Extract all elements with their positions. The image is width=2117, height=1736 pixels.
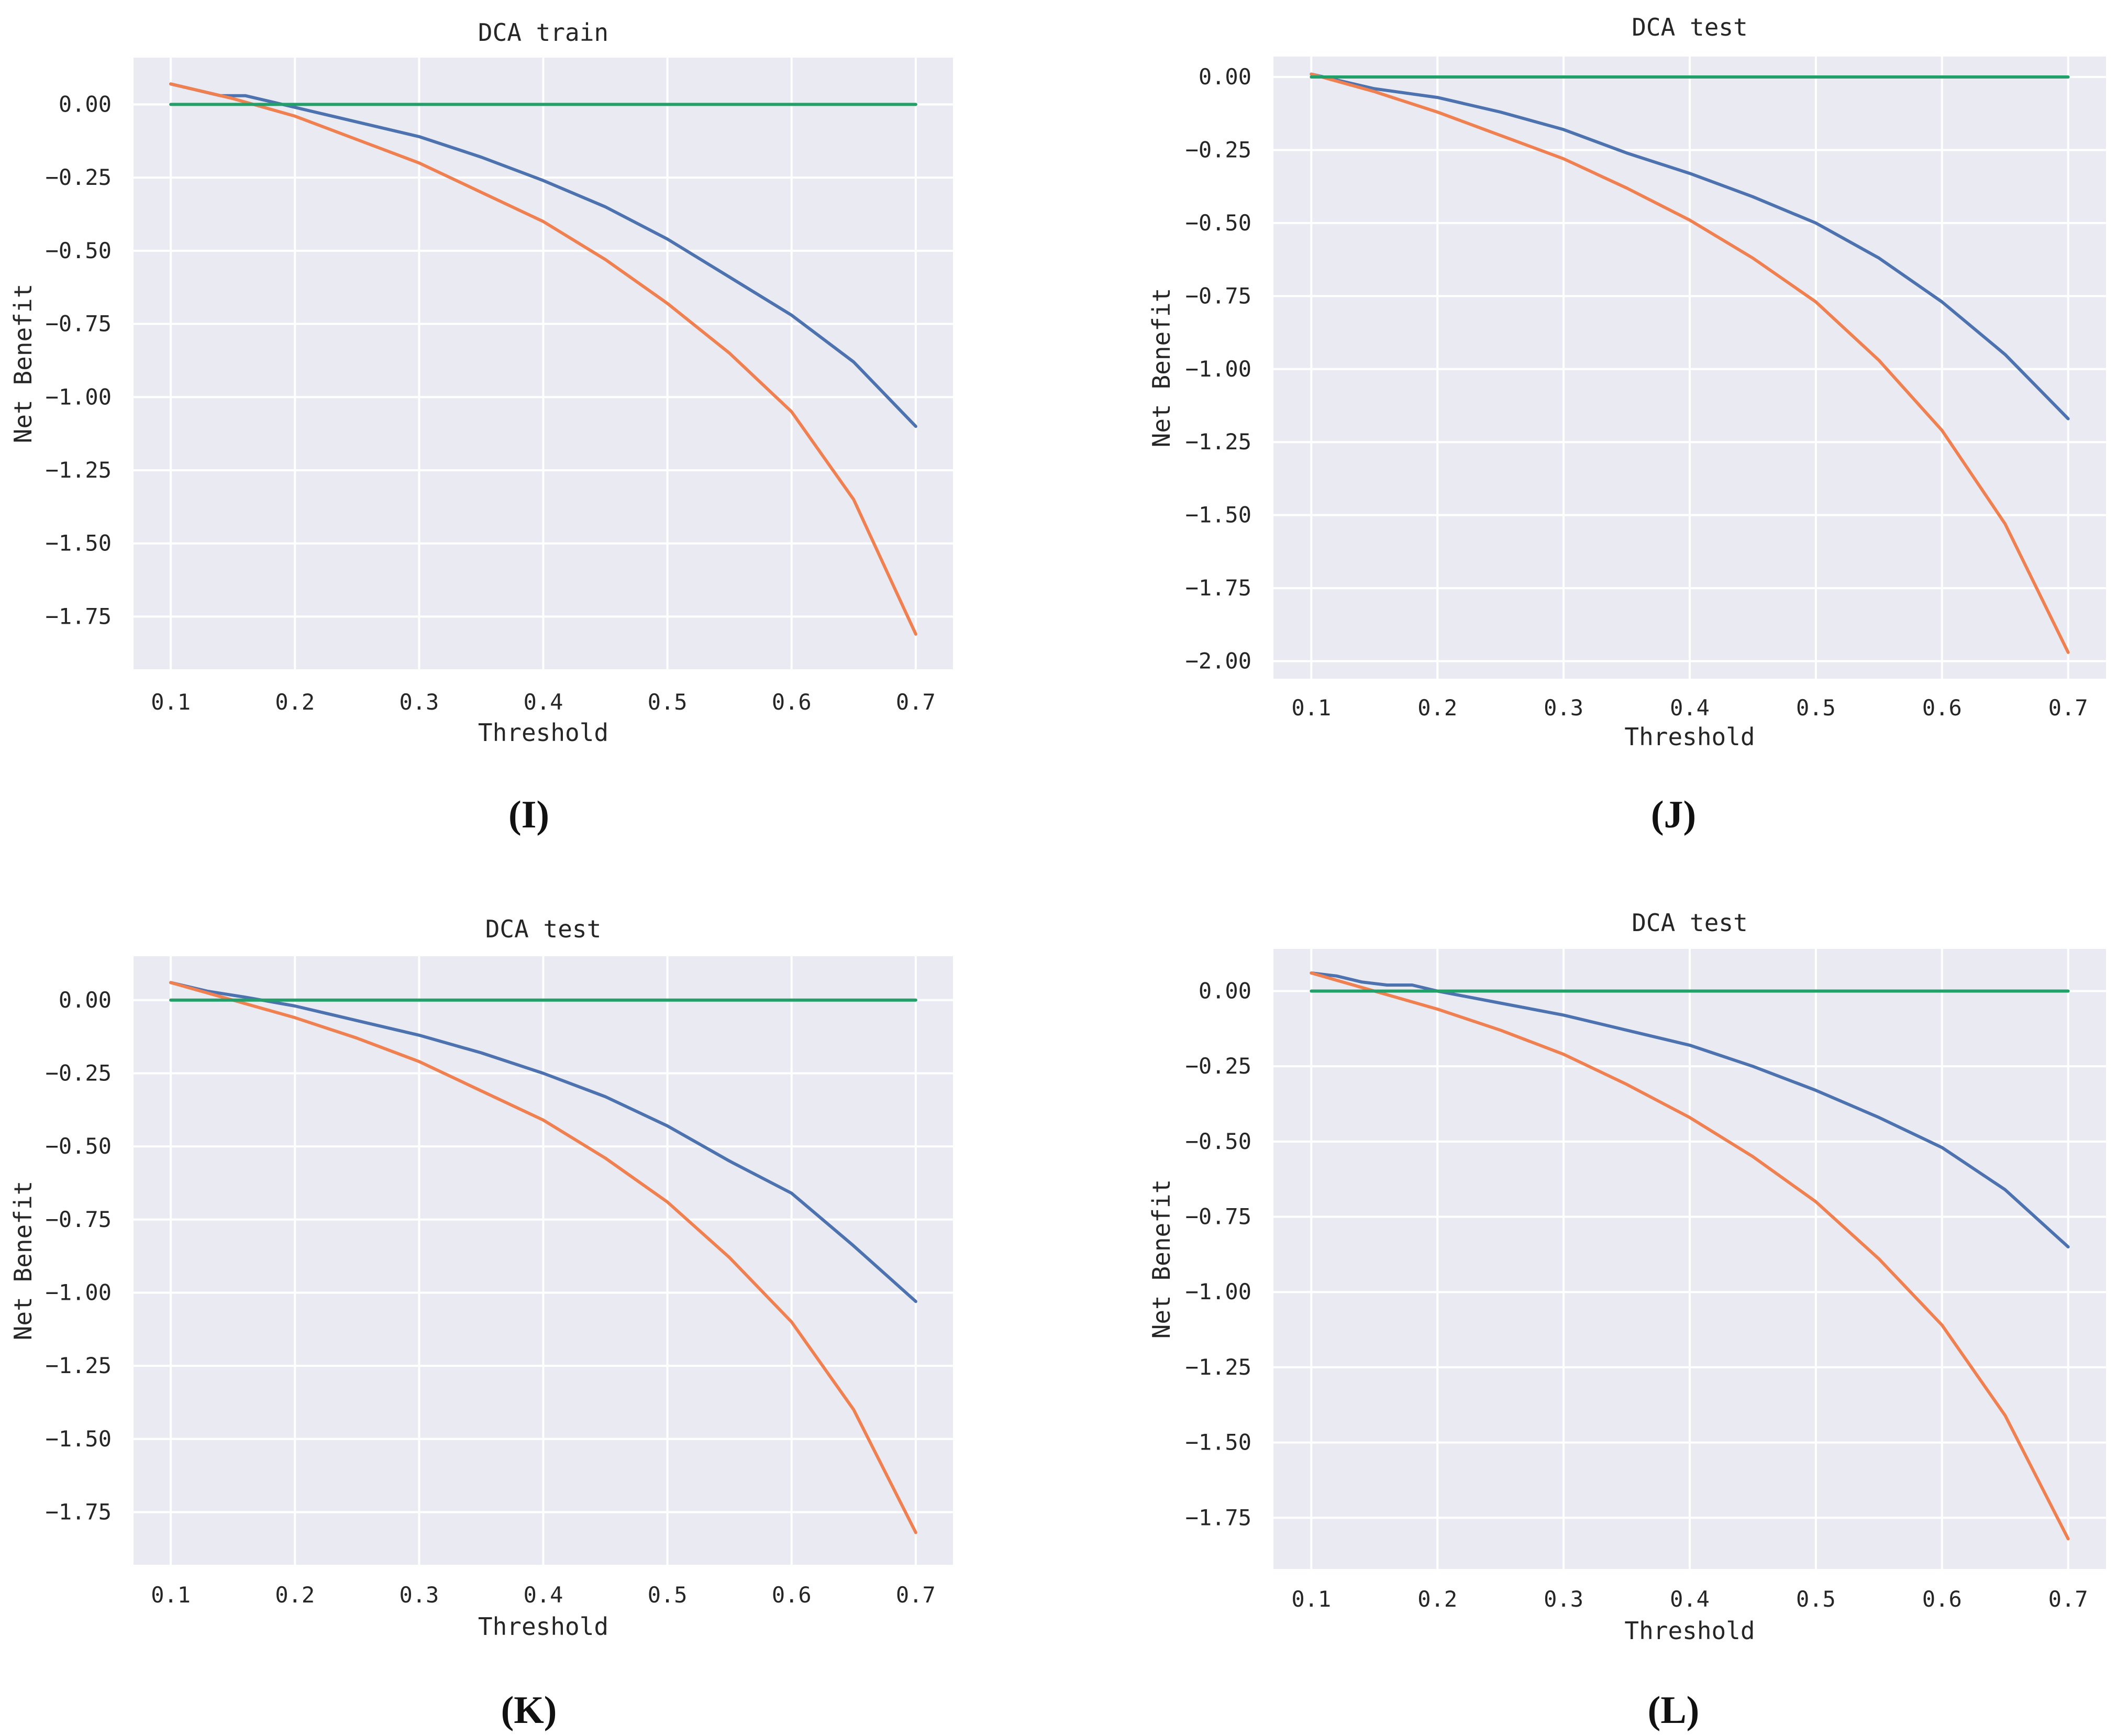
x-tick-label: 0.5 (1796, 695, 1836, 721)
x-tick-label: 0.7 (896, 689, 936, 715)
y-tick-label: −0.25 (1185, 1053, 1251, 1079)
y-tick-label: 0.00 (1199, 978, 1251, 1003)
x-axis-label: Threshold (478, 718, 608, 747)
x-tick-label: 0.1 (151, 1582, 191, 1608)
series-line-model (169, 82, 917, 428)
x-tick-label: 0.4 (1670, 695, 1710, 721)
series-line-model (1310, 72, 2070, 421)
chart-title: DCA test (1632, 909, 1748, 937)
chart-title: DCA test (485, 915, 602, 943)
y-tick-label: −1.25 (1185, 429, 1251, 455)
series-line-treat-all (1310, 72, 2070, 654)
chart-panel-j: DCA test 0.1 0.2 0.3 0.4 0.5 0.6 0.7 0.00 −0.25 −0… (1147, 13, 2106, 836)
y-tick-label: −2.00 (1185, 648, 1251, 674)
x-axis-label: Threshold (478, 1612, 608, 1641)
y-tick-label: −0.75 (46, 1207, 112, 1232)
series-line-treat-all (169, 82, 917, 636)
chart-title: DCA test (1632, 13, 1748, 41)
x-tick-label: 0.2 (275, 689, 315, 715)
y-tick-label: −0.75 (46, 311, 112, 337)
y-tick-label: −0.50 (1185, 1129, 1251, 1154)
x-tick-label: 0.3 (1544, 695, 1583, 721)
y-tick-label: −1.50 (46, 530, 112, 556)
y-tick-label: −0.25 (46, 164, 112, 190)
y-tick-label: −0.50 (46, 238, 112, 263)
y-tick-label: 0.00 (59, 91, 112, 117)
x-tick-label: 0.6 (1922, 695, 1962, 721)
x-tick-label: 0.6 (772, 689, 812, 715)
x-tick-label: 0.7 (896, 1582, 936, 1608)
y-axis-label: Net Benefit (9, 1181, 37, 1341)
y-tick-label: 0.00 (59, 987, 112, 1013)
panel-label: (L) (1648, 1689, 1700, 1732)
x-tick-label: 0.1 (1291, 695, 1331, 721)
chart-title: DCA train (478, 18, 608, 47)
x-tick-label: 0.5 (1796, 1586, 1836, 1612)
y-tick-label: −1.00 (1185, 1279, 1251, 1304)
y-tick-label: −1.75 (46, 1499, 112, 1524)
x-tick-label: 0.2 (275, 1582, 315, 1608)
y-tick-label: −1.00 (46, 384, 112, 410)
y-tick-label: −1.25 (46, 1353, 112, 1378)
chart-panel-i: DCA train 0.1 0.2 0.3 0.4 0.5 0.6 0.7 0.00 −0.25 −… (9, 18, 953, 836)
x-axis-label: Threshold (1624, 1617, 1755, 1645)
panel-label: (J) (1651, 793, 1696, 836)
y-tick-label: −1.50 (1185, 502, 1251, 528)
series-line-model (1310, 971, 2070, 1248)
x-tick-label: 0.1 (151, 689, 191, 715)
y-tick-label: −0.25 (1185, 137, 1251, 162)
x-tick-label: 0.4 (524, 689, 563, 715)
y-axis-label: Net Benefit (1147, 1179, 1176, 1339)
series-line-treat-all (1310, 971, 2070, 1541)
y-axis-label: Net Benefit (9, 284, 37, 444)
y-tick-label: −0.50 (1185, 210, 1251, 236)
x-tick-label: 0.1 (1291, 1586, 1331, 1612)
y-tick-label: −1.50 (46, 1426, 112, 1452)
y-tick-label: −1.00 (46, 1279, 112, 1305)
y-tick-label: −1.25 (1185, 1354, 1251, 1380)
x-tick-label: 0.2 (1417, 1586, 1457, 1612)
y-tick-label: −1.75 (1185, 575, 1251, 601)
x-tick-label: 0.7 (2048, 695, 2088, 721)
x-tick-label: 0.6 (1922, 1586, 1962, 1612)
x-tick-label: 0.7 (2048, 1586, 2088, 1612)
y-tick-label: 0.00 (1199, 64, 1251, 90)
x-tick-label: 0.4 (524, 1582, 563, 1608)
y-axis-label: Net Benefit (1147, 288, 1176, 448)
panel-label: (I) (508, 793, 549, 836)
x-tick-label: 0.3 (399, 1582, 439, 1608)
x-tick-label: 0.3 (399, 689, 439, 715)
y-tick-label: −1.75 (1185, 1505, 1251, 1530)
panel-label: (K) (501, 1689, 557, 1732)
chart-panel-l: DCA test 0.1 0.2 0.3 0.4 0.5 0.6 0.7 0.00 −0.25 −0… (1147, 909, 2106, 1732)
y-tick-label: −1.00 (1185, 356, 1251, 382)
x-tick-label: 0.6 (772, 1582, 812, 1608)
x-tick-label: 0.5 (648, 689, 688, 715)
x-tick-label: 0.4 (1670, 1586, 1710, 1612)
y-tick-label: −1.75 (46, 603, 112, 629)
x-tick-label: 0.5 (648, 1582, 688, 1608)
x-axis-label: Threshold (1624, 723, 1755, 751)
x-tick-label: 0.3 (1544, 1586, 1583, 1612)
x-tick-label: 0.2 (1417, 695, 1457, 721)
y-tick-label: −0.50 (46, 1133, 112, 1159)
y-tick-label: −1.25 (46, 457, 112, 483)
y-tick-label: −0.75 (1185, 283, 1251, 308)
chart-panel-k: DCA test 0.1 0.2 0.3 0.4 0.5 0.6 0.7 0.00 −0.25 −0… (9, 915, 953, 1732)
series-line-treat-all (169, 981, 917, 1534)
y-tick-label: −0.25 (46, 1060, 112, 1086)
y-tick-label: −1.50 (1185, 1430, 1251, 1455)
y-tick-label: −0.75 (1185, 1204, 1251, 1230)
